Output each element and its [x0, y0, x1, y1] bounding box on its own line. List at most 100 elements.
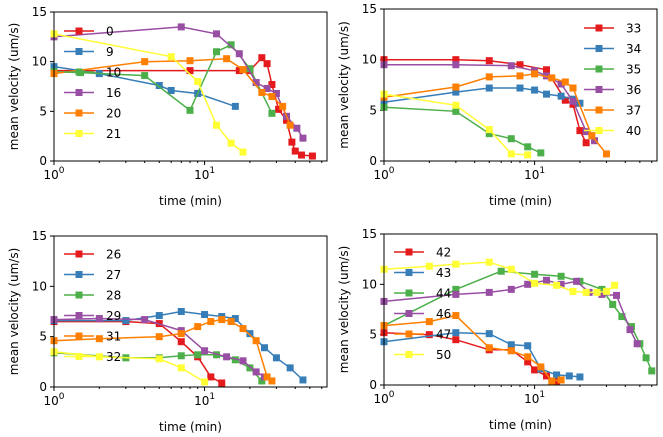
data-point	[283, 116, 291, 124]
legend-label: 34	[626, 42, 641, 56]
data-point	[452, 101, 460, 109]
data-point	[591, 137, 599, 145]
data-point	[239, 325, 247, 333]
data-point	[207, 318, 215, 326]
data-point	[252, 368, 260, 376]
data-point	[648, 367, 656, 375]
data-point	[201, 311, 209, 319]
legend-label: 42	[436, 246, 451, 260]
data-point	[582, 139, 590, 147]
data-point	[611, 281, 619, 289]
legend-marker	[405, 330, 413, 338]
data-point	[177, 352, 185, 360]
series-47	[380, 312, 565, 385]
x-tick-label: 101	[524, 390, 545, 406]
data-point	[543, 372, 551, 380]
legend-label: 46	[436, 307, 451, 321]
data-point	[507, 62, 515, 70]
x-tick-base: 10	[373, 392, 388, 406]
data-point	[141, 316, 149, 324]
plot-area	[380, 56, 610, 159]
data-point	[633, 340, 641, 348]
x-tick-exponent: 0	[59, 392, 65, 402]
legend-label: 37	[626, 104, 641, 118]
data-point	[452, 56, 460, 64]
data-point	[485, 57, 493, 65]
x-tick-base: 10	[524, 392, 539, 406]
legend-marker	[75, 27, 83, 35]
x-tick-label: 100	[373, 166, 394, 182]
data-point	[452, 83, 460, 91]
legend: 33 34 35 36 37 40	[584, 22, 641, 138]
legend-marker	[75, 130, 83, 137]
data-point	[531, 70, 539, 78]
legend-label: 0	[106, 25, 114, 39]
x-tick-base: 10	[194, 394, 209, 408]
legend-label: 20	[106, 107, 121, 121]
x-tick-base: 10	[43, 168, 58, 182]
data-point	[516, 72, 524, 80]
legend-marker	[595, 86, 603, 93]
data-point	[524, 358, 532, 366]
x-axis-label: time (min)	[159, 420, 222, 434]
legend-marker	[75, 109, 83, 117]
data-point	[553, 281, 561, 289]
legend-marker	[75, 250, 83, 258]
y-tick-label: 10	[32, 279, 47, 293]
data-point	[272, 354, 280, 362]
data-point	[246, 65, 254, 73]
data-point	[155, 312, 163, 320]
data-point	[485, 344, 493, 352]
data-point	[561, 78, 569, 86]
data-point	[524, 280, 532, 288]
series-37	[380, 70, 610, 158]
y-axis-label: mean velocity (um/s)	[337, 246, 351, 374]
legend-marker	[405, 351, 413, 358]
data-point	[593, 288, 601, 296]
data-point	[557, 280, 565, 288]
x-tick-exponent: 0	[59, 166, 65, 176]
legend-label: 50	[436, 348, 451, 362]
y-tick-label: 10	[362, 53, 377, 67]
data-point	[452, 336, 460, 344]
data-point	[576, 99, 584, 107]
data-point	[609, 300, 617, 308]
data-point	[194, 351, 202, 359]
x-tick-exponent: 1	[539, 166, 545, 176]
legend-label: 28	[106, 289, 121, 303]
y-axis-label: mean velocity (um/s)	[7, 248, 21, 376]
data-point	[141, 58, 149, 66]
data-point	[452, 285, 460, 293]
y-tick-label: 5	[39, 104, 47, 118]
legend-label: 16	[106, 86, 121, 100]
data-point	[246, 330, 254, 338]
data-point	[452, 290, 460, 298]
data-point	[291, 147, 299, 155]
legend-marker	[75, 68, 83, 76]
data-point	[213, 121, 221, 129]
x-tick-label: 100	[43, 166, 64, 182]
data-point	[299, 376, 307, 384]
data-point	[626, 326, 634, 334]
series-line	[53, 43, 273, 114]
data-point	[452, 312, 460, 320]
data-point	[177, 23, 185, 31]
legend-marker	[595, 65, 603, 73]
data-point	[141, 72, 149, 80]
data-point	[507, 347, 515, 355]
data-point	[548, 377, 556, 385]
data-point	[485, 84, 493, 92]
data-point	[186, 106, 194, 114]
data-point	[485, 258, 493, 266]
data-point	[565, 372, 573, 380]
legend-marker	[75, 89, 83, 96]
data-point	[201, 378, 209, 386]
data-point	[452, 61, 460, 69]
legend-marker	[75, 332, 83, 340]
legend-label: 31	[106, 330, 121, 344]
legend-marker	[405, 310, 413, 317]
data-point	[246, 364, 254, 372]
legend-marker	[405, 248, 413, 256]
